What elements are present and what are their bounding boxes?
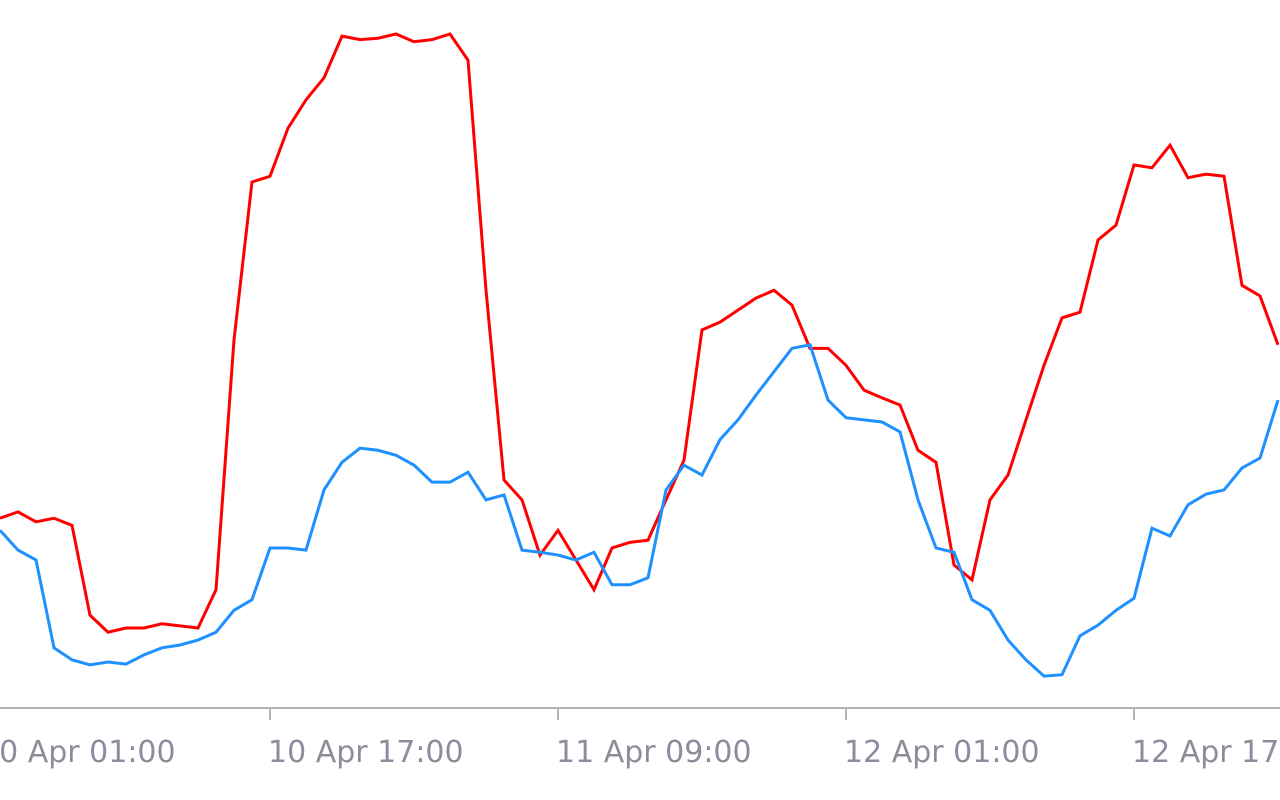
series-line: [0, 343, 1280, 678]
x-tick-label: 10 Apr 01:00: [0, 735, 176, 770]
x-tick-label: 12 Apr 01:00: [844, 735, 1040, 770]
series-line: [0, 32, 1280, 634]
x-tick-label: 12 Apr 17:00: [1132, 735, 1280, 770]
x-tick-label: 10 Apr 17:00: [268, 735, 464, 770]
x-tick-label: 11 Apr 09:00: [556, 735, 752, 770]
